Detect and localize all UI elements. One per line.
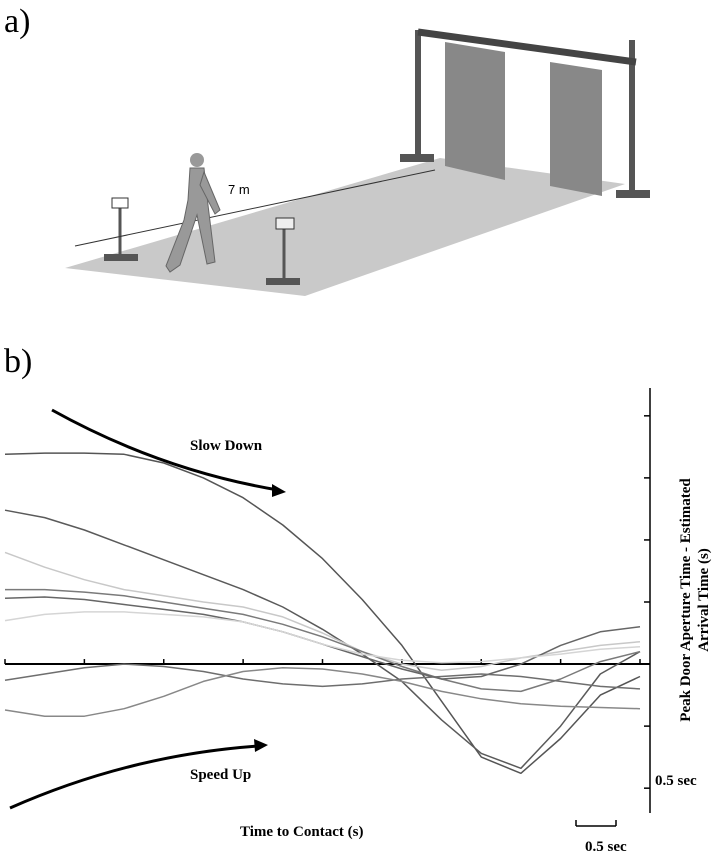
arrows (9, 408, 286, 810)
data-line (4, 611, 641, 664)
y-axis-label-line: Arrival Time (s) (696, 548, 712, 652)
data-line (4, 452, 641, 775)
annotation: Speed Up (190, 767, 251, 783)
data-line (4, 509, 641, 770)
scale-bar-label: 0.5 sec (655, 773, 697, 789)
data-line (4, 551, 641, 672)
x-axis-label: Time to Contact (s) (240, 824, 363, 840)
y-axis-label-line: Peak Door Aperture Time - Estimated (678, 478, 694, 722)
data-line (4, 667, 641, 717)
distance-label: 7 m (228, 182, 250, 197)
data-line (5, 588, 641, 693)
illustration: 7 m (65, 28, 650, 296)
panel-label: a) (4, 3, 30, 40)
data-line (4, 663, 641, 690)
scale-bar-label: 0.5 sec (585, 839, 627, 855)
panel-label: b) (4, 343, 32, 380)
y-axis-label: Peak Door Aperture Time - Estimated Arri… (678, 478, 712, 722)
annotation: Slow Down (190, 438, 263, 454)
